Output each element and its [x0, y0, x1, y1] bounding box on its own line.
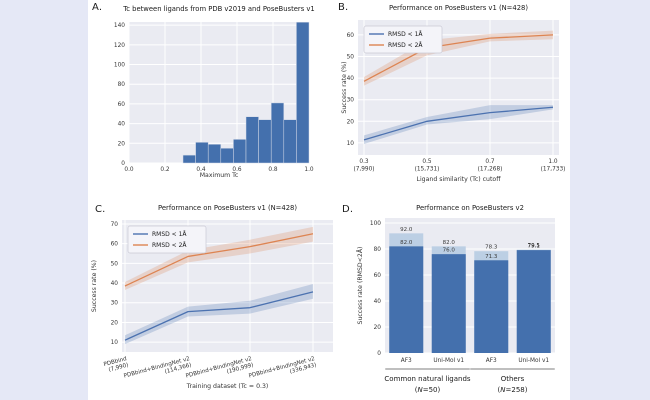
chart-title: Performance on PoseBusters v1 (N=428): [158, 204, 297, 212]
panel-c-line-chart: 10 20 30 40 50 60 70 Performance on PoseBusters…: [91, 204, 333, 390]
svg-text:30: 30: [347, 98, 355, 104]
svg-text:100: 100: [114, 63, 125, 69]
svg-text:50: 50: [347, 55, 355, 61]
svg-text:10: 10: [347, 141, 355, 147]
svg-text:100: 100: [370, 221, 381, 227]
svg-text:0.7(17,268): 0.7 (17,268): [478, 159, 503, 173]
panel-c-label: C.: [95, 204, 106, 215]
svg-text:60: 60: [118, 102, 126, 108]
svg-text:20: 20: [111, 320, 119, 326]
svg-text:79.5: 79.5: [528, 243, 541, 249]
panel-b-label: B.: [338, 2, 349, 13]
svg-text:80: 80: [118, 82, 126, 88]
svg-text:60: 60: [374, 273, 382, 279]
panel-b-line-chart: 10 20 30 40 50 60 Performance on PoseBusters v…: [341, 4, 566, 183]
svg-text:(N=258): (N=258): [498, 386, 528, 394]
svg-text:40: 40: [118, 122, 126, 128]
y-axis-label: Success rate (%): [341, 61, 348, 113]
histogram-bars: [182, 21, 310, 164]
svg-text:30: 30: [111, 301, 119, 307]
svg-text:40: 40: [374, 299, 382, 305]
svg-text:92.0: 92.0: [400, 227, 413, 233]
svg-text:0.5(15,731): 0.5 (15,731): [415, 159, 440, 173]
svg-text:Uni-Mol v1: Uni-Mol v1: [433, 358, 464, 364]
svg-text:0.3(7,990): 0.3 (7,990): [353, 159, 374, 173]
svg-text:80: 80: [374, 247, 382, 253]
legend: RMSD < 1Å RMSD < 2Å: [127, 225, 207, 254]
svg-text:82.0: 82.0: [400, 240, 413, 246]
svg-text:60: 60: [347, 33, 355, 39]
svg-text:76.0: 76.0: [443, 248, 456, 254]
panel-a-histogram-chart: 0 20 40 60 80 100 120 140 Tc between ligands fro…: [114, 5, 315, 179]
svg-text:(N=50): (N=50): [415, 386, 441, 394]
svg-text:78.3: 78.3: [485, 245, 498, 251]
svg-text:120: 120: [114, 43, 125, 49]
svg-text:PDBbind+BindingNet v2(190,999): PDBbind+BindingNet v2(190,999): [185, 356, 254, 386]
panel-a-label: A.: [92, 2, 103, 13]
svg-text:0: 0: [121, 161, 125, 167]
group-label: Common natural ligands: [384, 375, 470, 383]
svg-text:0.8: 0.8: [268, 167, 278, 173]
svg-text:RMSD < 1Å: RMSD < 1Å: [152, 231, 187, 238]
svg-text:70: 70: [111, 222, 119, 228]
y-axis-label: Success rate (%): [91, 260, 98, 312]
svg-text:AF3: AF3: [486, 358, 497, 364]
svg-text:40: 40: [111, 281, 119, 287]
svg-text:Uni-Mol v1: Uni-Mol v1: [518, 358, 549, 364]
x-axis-label: Ligand similarity (Tc) cutoff: [417, 176, 502, 183]
panel-d-bar-chart: 0 20 40 60 80 100 Performance on PoseBusters v…: [355, 204, 555, 394]
panel-d-label: D.: [342, 204, 354, 215]
svg-text:20: 20: [374, 325, 382, 331]
bars: [389, 233, 551, 353]
figure-card: A. B. C. D. 0 20 40 60 80 100 120 140 Tc between…: [88, 0, 570, 400]
svg-text:10: 10: [111, 340, 119, 346]
legend: RMSD < 1Å RMSD < 2Å: [363, 25, 443, 54]
svg-text:140: 140: [114, 23, 125, 29]
svg-text:60: 60: [111, 242, 119, 248]
svg-text:1.0: 1.0: [304, 167, 314, 173]
y-axis-label: Success rate (RMSD<2Å): [355, 247, 364, 325]
svg-text:PDBbind+BindingNet v2(114,366): PDBbind+BindingNet v2(114,366): [123, 356, 192, 386]
chart-title: Performance on PoseBusters v2: [416, 204, 524, 212]
chart-title: Performance on PoseBusters v1 (N=428): [389, 4, 528, 12]
x-axis-label: Maximum Tc: [200, 172, 239, 179]
svg-text:RMSD < 1Å: RMSD < 1Å: [388, 31, 423, 38]
x-axis-label: Training dataset (Tc = 0.3): [186, 383, 269, 390]
svg-text:0.2: 0.2: [160, 167, 170, 173]
svg-text:82.0: 82.0: [443, 240, 456, 246]
svg-text:PDBbind(7,990): PDBbind(7,990): [103, 356, 130, 374]
svg-text:RMSD < 2Å: RMSD < 2Å: [388, 42, 423, 49]
svg-text:0.0: 0.0: [124, 167, 134, 173]
svg-text:0: 0: [377, 351, 381, 357]
svg-text:20: 20: [118, 141, 126, 147]
svg-text:50: 50: [111, 261, 119, 267]
svg-text:PDBbind+BindingNet v2(336,943): PDBbind+BindingNet v2(336,943): [248, 356, 317, 386]
svg-text:0.4: 0.4: [196, 167, 206, 173]
group-label: Others: [501, 375, 525, 383]
svg-text:71.3: 71.3: [485, 254, 498, 260]
svg-text:20: 20: [347, 119, 355, 125]
svg-text:40: 40: [347, 76, 355, 82]
svg-text:79.1: 79.1: [528, 244, 540, 250]
svg-text:AF3: AF3: [401, 358, 412, 364]
svg-text:1.0(17,733): 1.0 (17,733): [541, 159, 566, 173]
svg-text:0.6: 0.6: [232, 167, 242, 173]
chart-title: Tc between ligands from PDB v2019 and Po…: [122, 5, 315, 13]
svg-text:RMSD < 2Å: RMSD < 2Å: [152, 242, 187, 249]
